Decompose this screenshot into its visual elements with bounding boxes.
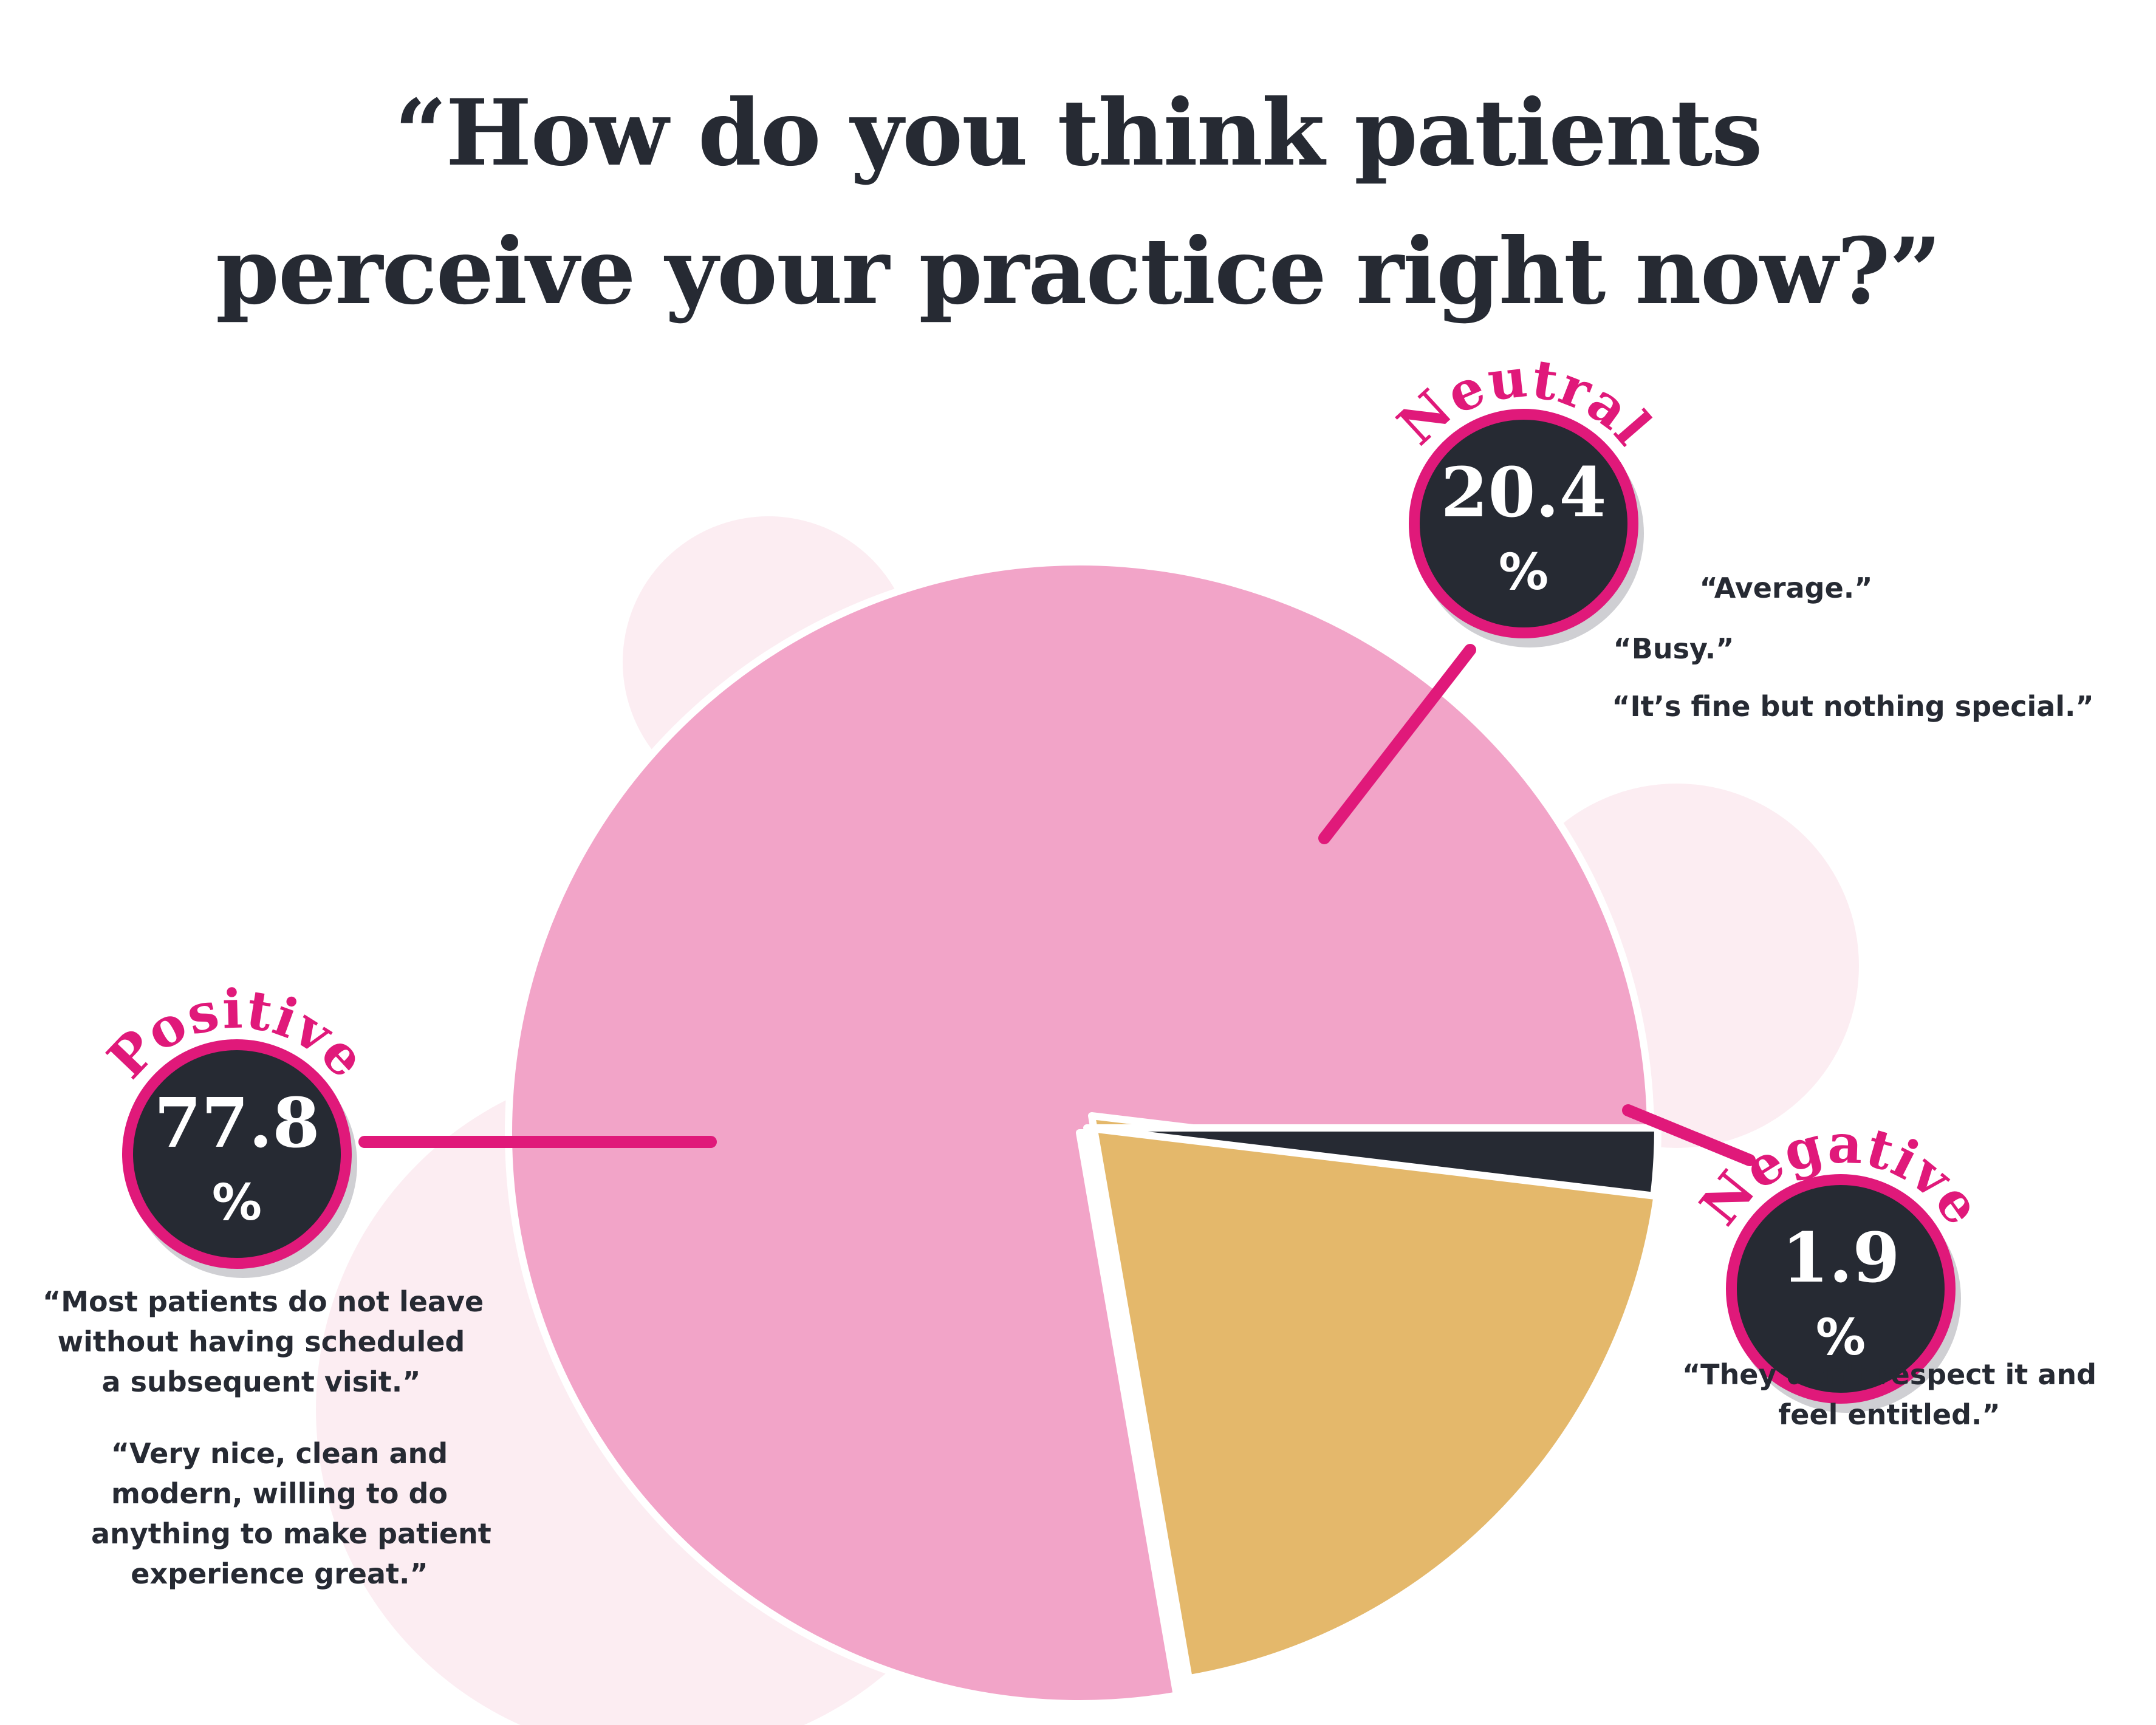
neutral-quote-2: “Busy.”	[1613, 632, 1734, 665]
pie-slice-neutral	[1088, 1112, 1663, 1682]
data-label-unit: %	[1499, 544, 1549, 601]
badge-circle	[1409, 409, 1638, 638]
pie-slice-positive	[505, 558, 1654, 1707]
badge-circle	[122, 1039, 352, 1269]
data-label-value: 1.9	[1782, 1218, 1900, 1298]
positive-quote-2-line: experience great.”	[131, 1557, 428, 1590]
neutral-quote-1: “Average.”	[1699, 572, 1873, 604]
leader-line-neutral	[1318, 644, 1476, 844]
positive-quote-2: “Very nice, clean and modern, willing to…	[91, 1433, 491, 1594]
chart-title-line-1: “How do you think patients	[394, 80, 1762, 186]
neutral-quote-3: “It’s fine but nothing special.”	[1612, 690, 2094, 723]
positive-quote-1: “Most patients do not leave without havi…	[43, 1282, 484, 1402]
positive-quote-1-line: “Most patients do not leave	[43, 1285, 484, 1318]
data-label-value: 77.8	[154, 1084, 320, 1163]
positive-quote-2-line: anything to make patient	[91, 1517, 491, 1550]
negative-quote-line: “They don't respect it and	[1682, 1358, 2097, 1391]
badge-neutral: 20.4%Neutral	[1386, 346, 1663, 647]
chart-title-line-2: perceive your practice right now?”	[216, 218, 1942, 325]
data-label-unit: %	[212, 1174, 262, 1232]
leader-line-negative	[1622, 1104, 1756, 1166]
negative-quote: “They don't respect it and feel entitled…	[1640, 1354, 2138, 1435]
badge-positive: 77.8%Positive	[95, 977, 378, 1278]
negative-quote-line: feel entitled.”	[1778, 1398, 2000, 1431]
positive-quote-2-line: “Very nice, clean and	[111, 1437, 448, 1470]
positive-quote-1-line: a subsequent visit.”	[101, 1365, 421, 1398]
positive-quote-1-line: without having scheduled	[57, 1325, 465, 1358]
data-label-unit: %	[1816, 1309, 1866, 1367]
data-label-value: 20.4	[1441, 453, 1607, 533]
positive-quote-2-line: modern, willing to do	[111, 1477, 448, 1510]
chart-title: “How do you think patients perceive your…	[0, 64, 2156, 341]
badge-circle	[1726, 1174, 1956, 1404]
